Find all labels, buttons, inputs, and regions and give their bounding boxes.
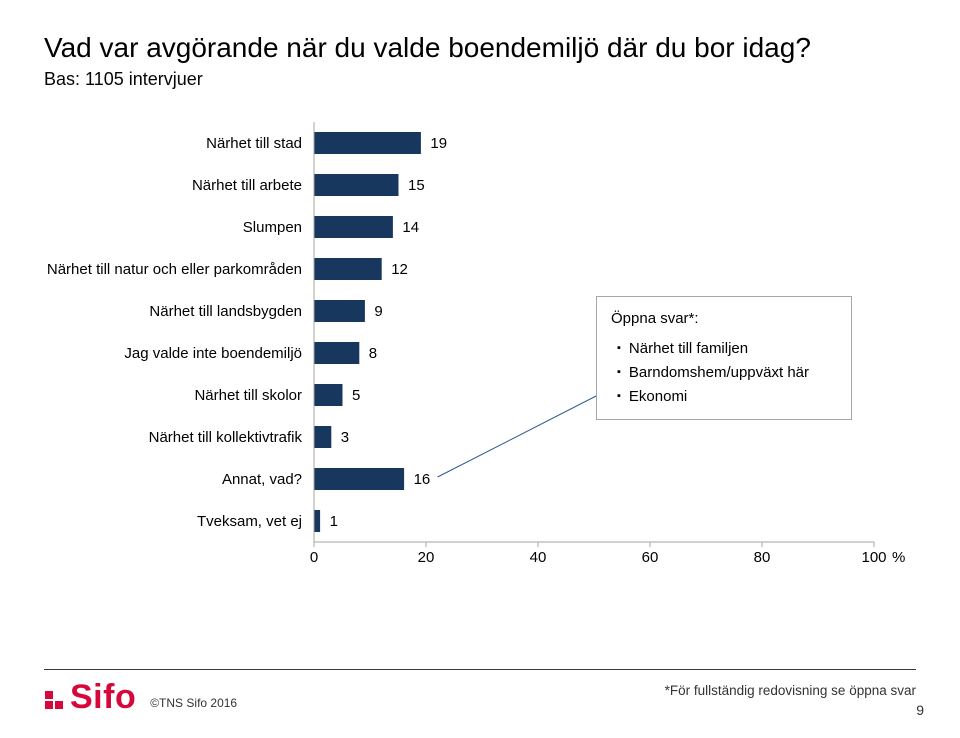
callout-item: Barndomshem/uppväxt här — [617, 361, 837, 385]
svg-text:5: 5 — [352, 387, 360, 404]
callout-item: Ekonomi — [617, 385, 837, 409]
svg-text:1: 1 — [330, 513, 338, 530]
sifo-logo: Sifo — [44, 680, 136, 714]
svg-text:60: 60 — [642, 549, 659, 566]
svg-text:%: % — [892, 549, 905, 566]
svg-text:16: 16 — [414, 471, 431, 488]
svg-text:Slumpen: Slumpen — [243, 219, 302, 236]
svg-text:19: 19 — [430, 135, 447, 152]
svg-text:80: 80 — [754, 549, 771, 566]
svg-text:Närhet till arbete: Närhet till arbete — [192, 177, 302, 194]
footer-rule — [44, 669, 916, 670]
bar-chart: 020406080100%Närhet till stad19Närhet ti… — [44, 118, 916, 590]
svg-text:Närhet till kollektivtrafik: Närhet till kollektivtrafik — [149, 429, 303, 446]
svg-text:100: 100 — [861, 549, 886, 566]
svg-text:Närhet till skolor: Närhet till skolor — [194, 387, 302, 404]
svg-text:3: 3 — [341, 429, 349, 446]
svg-text:0: 0 — [310, 549, 318, 566]
copyright: ©TNS Sifo 2016 — [150, 696, 237, 714]
svg-text:40: 40 — [530, 549, 547, 566]
svg-text:Annat, vad?: Annat, vad? — [222, 471, 302, 488]
svg-text:14: 14 — [402, 219, 419, 236]
svg-text:Närhet till natur och eller pa: Närhet till natur och eller parkområden — [47, 261, 302, 278]
svg-text:9: 9 — [374, 303, 382, 320]
logo-text: Sifo — [70, 680, 136, 714]
svg-text:12: 12 — [391, 261, 408, 278]
svg-text:15: 15 — [408, 177, 425, 194]
callout-title: Öppna svar*: — [611, 307, 837, 331]
logo-mark-icon — [44, 690, 64, 710]
callout-box: Öppna svar*: Närhet till familjenBarndom… — [596, 296, 852, 420]
svg-text:Jag valde inte boendemiljö: Jag valde inte boendemiljö — [124, 345, 302, 362]
svg-text:8: 8 — [369, 345, 377, 362]
svg-text:Tveksam, vet ej: Tveksam, vet ej — [197, 513, 302, 530]
callout-item: Närhet till familjen — [617, 337, 837, 361]
footnote-text: *För fullständig redovisning se öppna sv… — [665, 680, 916, 700]
svg-text:20: 20 — [418, 549, 435, 566]
page-number: 9 — [916, 702, 924, 718]
subtitle: Bas: 1105 intervjuer — [44, 69, 916, 90]
svg-text:Närhet till stad: Närhet till stad — [206, 135, 302, 152]
svg-text:Närhet till landsbygden: Närhet till landsbygden — [149, 303, 302, 320]
page-title: Vad var avgörande när du valde boendemil… — [44, 30, 916, 65]
